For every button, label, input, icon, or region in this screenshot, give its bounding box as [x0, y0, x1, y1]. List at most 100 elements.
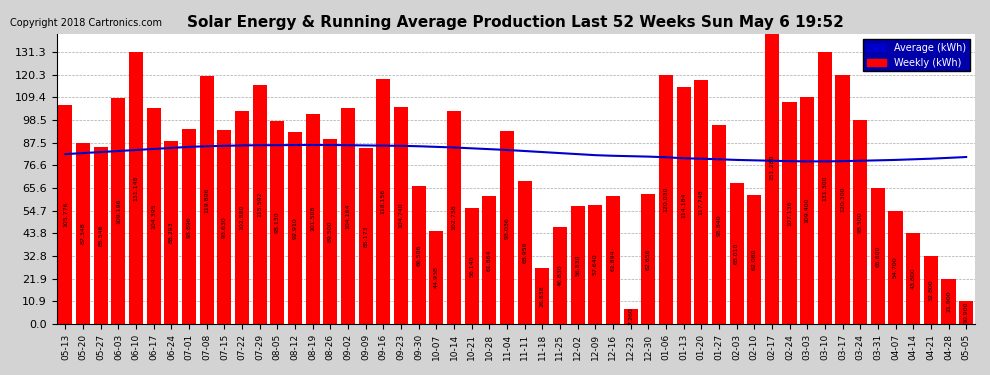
Text: 93.896: 93.896	[186, 216, 191, 238]
Text: 98.500: 98.500	[857, 211, 862, 233]
Bar	[252, 84, 266, 324]
Bar	[588, 205, 602, 324]
Bar	[712, 126, 726, 324]
Text: 43.800: 43.800	[911, 268, 916, 290]
Text: 119.806: 119.806	[204, 187, 209, 213]
Text: 93.630: 93.630	[222, 216, 227, 238]
Text: Copyright 2018 Cartronics.com: Copyright 2018 Cartronics.com	[10, 18, 162, 28]
Bar	[76, 143, 90, 324]
Bar	[941, 279, 955, 324]
Text: 7.260: 7.260	[628, 308, 633, 326]
Bar	[164, 141, 178, 324]
Bar	[642, 194, 655, 324]
Bar	[924, 256, 938, 324]
Text: 44.938: 44.938	[434, 267, 439, 288]
Bar	[235, 111, 249, 324]
Text: 101.508: 101.508	[310, 206, 315, 231]
Bar	[111, 98, 126, 324]
Bar	[536, 268, 549, 324]
Text: 61.894: 61.894	[611, 249, 616, 271]
Text: 85.546: 85.546	[98, 225, 103, 246]
Bar	[288, 132, 302, 324]
Text: 54.700: 54.700	[893, 256, 898, 278]
Text: 65.600: 65.600	[875, 245, 880, 267]
Text: 109.196: 109.196	[116, 198, 121, 223]
Text: 62.080: 62.080	[751, 249, 756, 270]
Bar	[500, 131, 514, 324]
Text: 131.300: 131.300	[823, 175, 828, 201]
Bar	[464, 208, 479, 324]
Text: 104.164: 104.164	[346, 203, 350, 229]
Bar	[200, 76, 214, 324]
Text: 102.738: 102.738	[451, 205, 456, 230]
Text: 68.956: 68.956	[522, 242, 527, 263]
Bar	[94, 147, 108, 324]
Bar	[906, 233, 921, 324]
Bar	[730, 183, 743, 324]
Bar	[624, 309, 638, 324]
Text: 56.830: 56.830	[575, 254, 580, 276]
Bar	[552, 227, 567, 324]
Bar	[853, 120, 867, 324]
Text: 85.173: 85.173	[363, 225, 368, 247]
Bar	[765, 10, 779, 324]
Bar	[218, 130, 232, 324]
Bar	[570, 206, 585, 324]
Text: 26.838: 26.838	[540, 285, 545, 307]
Bar	[782, 102, 797, 324]
Bar	[129, 52, 144, 324]
Bar	[341, 108, 355, 324]
Bar	[836, 75, 849, 324]
Bar	[430, 231, 444, 324]
Text: 114.184: 114.184	[681, 193, 686, 219]
Text: 117.748: 117.748	[699, 189, 704, 215]
Text: 89.500: 89.500	[328, 220, 333, 242]
Bar	[446, 111, 461, 324]
Text: 98.130: 98.130	[275, 211, 280, 233]
Bar	[818, 52, 832, 324]
Text: 95.840: 95.840	[717, 214, 722, 236]
Text: 131.148: 131.148	[134, 176, 139, 201]
Text: 92.910: 92.910	[292, 217, 298, 238]
Bar	[676, 87, 691, 324]
Text: 57.640: 57.640	[593, 254, 598, 275]
Text: 88.293: 88.293	[169, 222, 174, 243]
Bar	[871, 188, 885, 324]
Text: 104.395: 104.395	[151, 203, 156, 229]
Text: 118.156: 118.156	[381, 189, 386, 214]
Bar	[376, 79, 390, 324]
Bar	[394, 107, 408, 324]
Bar	[659, 75, 673, 324]
Bar	[606, 196, 620, 324]
Text: 109.400: 109.400	[805, 198, 810, 223]
Text: 102.880: 102.880	[240, 205, 245, 230]
Bar	[182, 129, 196, 324]
Bar	[358, 147, 373, 324]
Text: 87.348: 87.348	[80, 223, 85, 245]
Text: 104.740: 104.740	[399, 203, 404, 228]
Bar	[747, 195, 761, 324]
Text: 151.280: 151.280	[769, 154, 774, 180]
Text: 66.506: 66.506	[416, 244, 421, 266]
Bar	[959, 302, 973, 324]
Bar	[412, 186, 426, 324]
Text: 56.140: 56.140	[469, 255, 474, 277]
Bar	[800, 98, 815, 324]
Text: 62.656: 62.656	[645, 248, 650, 270]
Bar	[270, 121, 284, 324]
Text: 93.036: 93.036	[505, 217, 510, 238]
Text: 68.010: 68.010	[734, 243, 740, 264]
Title: Solar Energy & Running Average Production Last 52 Weeks Sun May 6 19:52: Solar Energy & Running Average Productio…	[187, 15, 844, 30]
Text: 32.800: 32.800	[929, 279, 934, 301]
Text: 120.300: 120.300	[841, 187, 845, 212]
Bar	[324, 139, 338, 324]
Text: 21.900: 21.900	[946, 291, 951, 312]
Text: 105.776: 105.776	[63, 202, 68, 227]
Legend: Average (kWh), Weekly (kWh): Average (kWh), Weekly (kWh)	[863, 39, 970, 72]
Bar	[888, 211, 903, 324]
Bar	[694, 80, 708, 324]
Text: 115.592: 115.592	[257, 192, 262, 217]
Text: 61.864: 61.864	[487, 249, 492, 271]
Bar	[58, 105, 72, 324]
Bar	[482, 196, 496, 324]
